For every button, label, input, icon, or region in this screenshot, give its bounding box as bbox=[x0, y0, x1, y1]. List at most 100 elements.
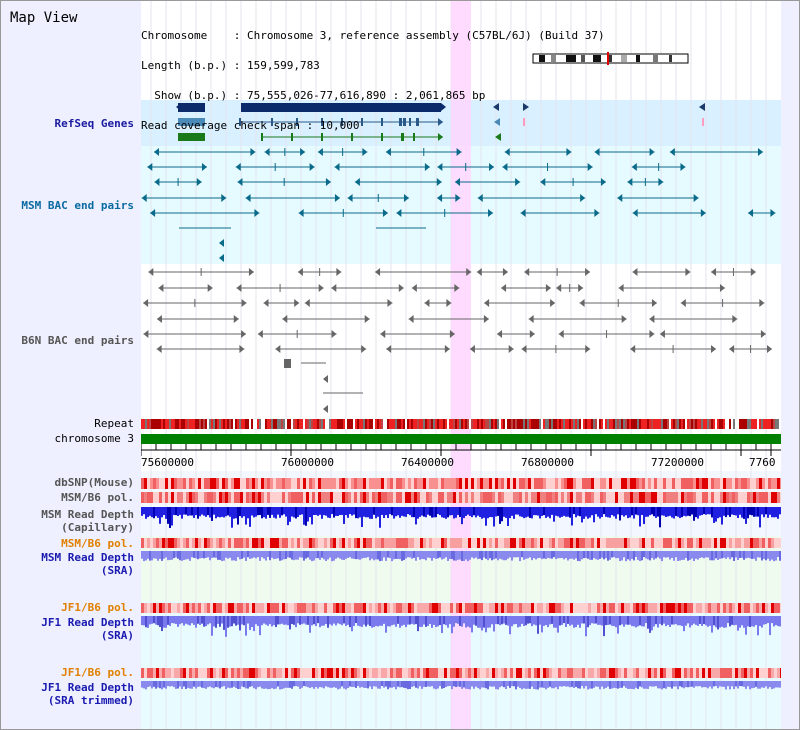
read-depth-bar bbox=[147, 681, 149, 688]
track-label-msm-b6-pol-2[interactable]: MSM/B6 pol. bbox=[61, 537, 134, 550]
track-label-msm-bac[interactable]: MSM BAC end pairs bbox=[21, 199, 134, 212]
track-label-b6n-bac[interactable]: B6N BAC end pairs bbox=[21, 334, 134, 347]
pol-heat-cell bbox=[666, 492, 669, 503]
repeat-segment bbox=[153, 419, 155, 429]
track-label-jf1-read-depth-trimmed[interactable]: JF1 Read Depth (SRA trimmed) bbox=[41, 681, 134, 707]
read-depth-bar bbox=[673, 681, 675, 687]
repeat-segment bbox=[663, 419, 665, 429]
track-label-msm-read-depth-sra[interactable]: MSM Read Depth (SRA) bbox=[41, 551, 134, 577]
track-label-jf1-b6-pol-2[interactable]: JF1/B6 pol. bbox=[61, 666, 134, 679]
read-depth-bar bbox=[725, 507, 727, 518]
read-depth-bar bbox=[711, 551, 713, 561]
track-label-repeat[interactable]: Repeat bbox=[94, 417, 134, 430]
pol-heat-cell bbox=[510, 478, 513, 489]
read-depth-bar bbox=[243, 681, 245, 688]
read-depth-bar bbox=[231, 507, 233, 528]
pol-heat-cell bbox=[207, 668, 210, 678]
genome-tracks[interactable]: 75600000 76000000 76400000 76800000 77200000… bbox=[141, 1, 781, 730]
repeat-segment bbox=[309, 419, 311, 429]
read-depth-bar bbox=[259, 681, 261, 687]
pol-heat-cell bbox=[306, 478, 309, 489]
pol-heat-cell bbox=[222, 603, 225, 613]
read-depth-bar bbox=[505, 551, 507, 561]
pol-heat-cell bbox=[570, 538, 573, 548]
pol-heat-cell bbox=[648, 668, 651, 678]
pol-heat-cell bbox=[591, 478, 594, 489]
repeat-segment bbox=[279, 419, 281, 429]
read-depth-bar bbox=[527, 681, 529, 689]
repeat-segment bbox=[493, 419, 495, 429]
read-depth-bar bbox=[145, 616, 147, 628]
read-depth-bar bbox=[753, 616, 755, 627]
read-depth-bar bbox=[483, 507, 485, 518]
track-label-chromosome[interactable]: chromosome 3 bbox=[54, 432, 134, 445]
track-label-refseq[interactable]: RefSeq Genes bbox=[54, 117, 134, 130]
read-depth-bar bbox=[269, 551, 271, 561]
pol-heat-cell bbox=[606, 538, 609, 548]
track-label-msm-b6-pol-1[interactable]: MSM/B6 pol. bbox=[61, 491, 134, 504]
repeat-segment bbox=[575, 419, 577, 429]
pol-heat-cell bbox=[462, 668, 465, 678]
pol-heat-cell bbox=[432, 538, 435, 548]
repeat-segment bbox=[357, 419, 359, 429]
read-depth-bar bbox=[523, 681, 525, 689]
track-label-jf1-read-depth-sra[interactable]: JF1 Read Depth (SRA) bbox=[41, 616, 134, 642]
read-depth-bar bbox=[355, 551, 357, 560]
read-depth-bar bbox=[671, 616, 673, 625]
read-depth-bar bbox=[163, 681, 165, 688]
read-depth-bar bbox=[545, 551, 547, 560]
pol-heat-cell bbox=[756, 478, 759, 489]
read-depth-bar bbox=[545, 507, 547, 518]
read-depth-bar bbox=[663, 616, 665, 624]
read-depth-bar bbox=[653, 681, 655, 687]
pol-heat-cell bbox=[342, 668, 345, 678]
pol-heat-cell bbox=[186, 492, 189, 503]
read-depth-bar bbox=[383, 551, 385, 558]
read-depth-bar bbox=[207, 551, 209, 558]
read-depth-bar bbox=[407, 507, 409, 515]
read-depth-bar bbox=[635, 507, 637, 515]
bac-end-marker bbox=[201, 163, 207, 171]
read-depth-bar bbox=[265, 616, 267, 625]
pol-heat-cell bbox=[777, 478, 780, 489]
pol-heat-cell bbox=[240, 492, 243, 503]
read-depth-bar bbox=[463, 551, 465, 561]
repeat-segment bbox=[437, 419, 439, 429]
repeat-segment bbox=[669, 419, 671, 429]
read-depth-bar bbox=[435, 681, 437, 690]
ideogram-position-marker bbox=[607, 52, 609, 65]
pol-heat-cell bbox=[753, 492, 756, 503]
repeat-segment bbox=[427, 419, 429, 429]
repeat-segment bbox=[447, 419, 449, 429]
read-depth-bar bbox=[501, 681, 503, 687]
read-depth-bar bbox=[333, 681, 335, 688]
repeat-segment bbox=[531, 419, 533, 429]
pol-heat-cell bbox=[468, 603, 471, 613]
track-label-msm-read-depth-capillary[interactable]: MSM Read Depth (Capillary) bbox=[41, 508, 134, 534]
read-depth-bar bbox=[231, 551, 233, 561]
repeat-segment bbox=[561, 419, 563, 429]
read-depth-bar bbox=[405, 507, 407, 517]
pol-heat-cell bbox=[465, 603, 468, 613]
bac-end-marker bbox=[318, 284, 324, 292]
pol-heat-cell bbox=[636, 603, 639, 613]
read-depth-bar bbox=[581, 551, 583, 560]
track-plot-area[interactable]: 75600000 76000000 76400000 76800000 77200000… bbox=[141, 1, 781, 730]
bac-end-marker bbox=[323, 375, 328, 383]
read-depth-bar bbox=[291, 551, 293, 560]
pol-heat-cell bbox=[156, 668, 159, 678]
pol-heat-cell bbox=[432, 668, 435, 678]
read-depth-bar bbox=[589, 551, 591, 560]
repeat-segment bbox=[665, 419, 667, 429]
read-depth-bar bbox=[581, 616, 583, 624]
pol-heat-cell bbox=[579, 603, 582, 613]
read-depth-bar bbox=[259, 551, 261, 561]
pol-heat-cell bbox=[360, 538, 363, 548]
pol-heat-cell bbox=[198, 538, 201, 548]
read-depth-bar bbox=[153, 507, 155, 519]
pol-heat-cell bbox=[597, 538, 600, 548]
track-label-dbsnp[interactable]: dbSNP(Mouse) bbox=[54, 476, 134, 489]
pol-heat-cell bbox=[309, 478, 312, 489]
repeat-segment bbox=[317, 419, 319, 429]
track-label-jf1-b6-pol-1[interactable]: JF1/B6 pol. bbox=[61, 601, 134, 614]
